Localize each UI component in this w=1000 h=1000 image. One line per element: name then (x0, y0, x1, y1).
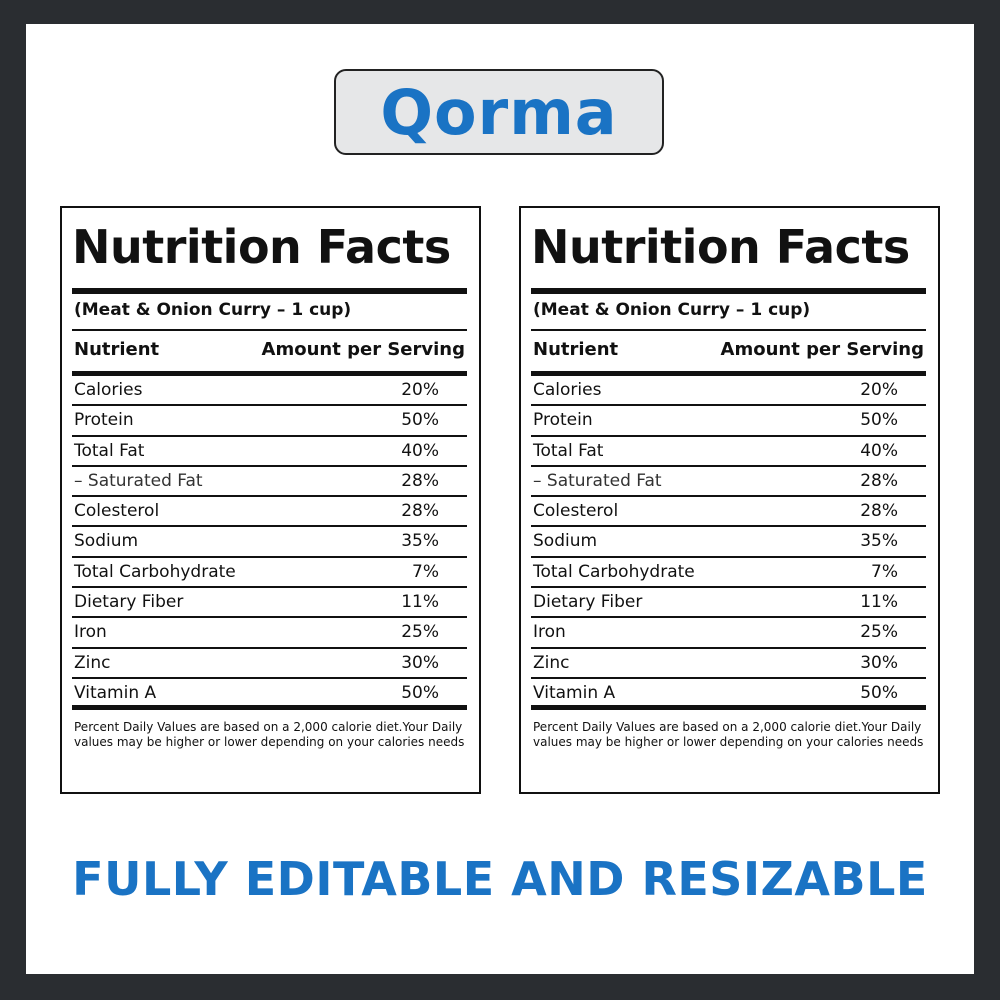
nutrient-row: Total Fat 40% (72, 437, 467, 467)
nutrient-name: Calories (533, 380, 602, 400)
nutrient-row: Colesterol 28% (531, 497, 926, 528)
nutrient-row: Vitamin A 50% (72, 679, 467, 707)
nutrient-name: – Saturated Fat (74, 470, 203, 491)
nutrient-name: Dietary Fiber (74, 592, 184, 613)
column-header-nutrient: Nutrient (74, 339, 160, 360)
nutrient-row: – Saturated Fat 28% (531, 467, 926, 498)
nutrient-value: 11% (860, 592, 898, 613)
nutrient-name: Colesterol (74, 501, 160, 522)
nutrient-name: Colesterol (533, 501, 619, 522)
nutrient-row: Sodium 35% (531, 527, 926, 558)
nutrient-row: Protein 50% (72, 406, 467, 437)
nutrient-value: 35% (860, 531, 898, 552)
footnote: Percent Daily Values are based on a 2,00… (533, 720, 924, 750)
nutrient-row: Zinc 30% (72, 649, 467, 679)
nutrient-row: – Saturated Fat 28% (72, 467, 467, 498)
nutrient-value: 25% (860, 622, 898, 643)
nutrient-value: 50% (860, 410, 898, 431)
nutrient-name: Sodium (74, 531, 139, 552)
nutrient-name: Total Carbohydrate (533, 561, 695, 582)
nutrient-value: 25% (401, 622, 439, 643)
nutrient-name: Vitamin A (533, 682, 616, 703)
nutrient-name: – Saturated Fat (533, 470, 662, 491)
nutrient-list: Calories 20% Protein 50% Total Fat 40% – Sa… (531, 376, 926, 707)
label-heading: Nutrition Facts (72, 220, 451, 274)
nutrient-name: Protein (74, 410, 134, 431)
divider (531, 371, 926, 376)
column-header-amount: Amount per Serving (720, 339, 924, 360)
nutrient-row: Zinc 30% (531, 649, 926, 679)
page-canvas: Qorma Nutrition Facts (Meat & Onion Curr… (26, 24, 974, 974)
nutrient-row: Total Carbohydrate 7% (72, 558, 467, 589)
nutrient-row: Iron 25% (531, 618, 926, 649)
nutrient-value: 30% (401, 652, 439, 673)
nutrient-value: 20% (401, 380, 439, 400)
nutrient-row: Total Fat 40% (531, 437, 926, 467)
nutrient-value: 50% (401, 682, 439, 703)
nutrient-value: 7% (412, 561, 439, 582)
nutrition-label-right: Nutrition Facts (Meat & Onion Curry – 1 … (519, 206, 940, 794)
nutrient-value: 50% (401, 410, 439, 431)
nutrient-name: Zinc (74, 652, 111, 673)
footnote: Percent Daily Values are based on a 2,00… (74, 720, 465, 750)
column-headers: Nutrient Amount per Serving (531, 331, 926, 371)
label-heading: Nutrition Facts (531, 220, 910, 274)
column-header-nutrient: Nutrient (533, 339, 619, 360)
nutrient-value: 40% (401, 440, 439, 461)
nutrient-value: 11% (401, 592, 439, 613)
nutrient-name: Iron (533, 622, 566, 643)
nutrient-value: 35% (401, 531, 439, 552)
nutrient-value: 30% (860, 652, 898, 673)
nutrient-name: Total Carbohydrate (74, 561, 236, 582)
nutrient-name: Total Fat (533, 440, 604, 461)
serving-description: (Meat & Onion Curry – 1 cup) (72, 294, 467, 331)
nutrient-row: Iron 25% (72, 618, 467, 649)
nutrient-value: 20% (860, 380, 898, 400)
column-headers: Nutrient Amount per Serving (72, 331, 467, 371)
nutrient-name: Total Fat (74, 440, 145, 461)
nutrient-row: Total Carbohydrate 7% (531, 558, 926, 589)
nutrient-value: 50% (860, 682, 898, 703)
page-title: Qorma (380, 75, 618, 149)
nutrient-name: Dietary Fiber (533, 592, 643, 613)
nutrient-row: Sodium 35% (72, 527, 467, 558)
title-box: Qorma (334, 69, 664, 155)
nutrient-name: Calories (74, 380, 143, 400)
divider (531, 705, 926, 711)
nutrient-row: Vitamin A 50% (531, 679, 926, 707)
divider (72, 705, 467, 711)
nutrient-value: 28% (401, 470, 439, 491)
nutrient-name: Vitamin A (74, 682, 157, 703)
nutrient-row: Dietary Fiber 11% (531, 588, 926, 619)
serving-description: (Meat & Onion Curry – 1 cup) (531, 294, 926, 331)
divider (72, 288, 467, 294)
divider (531, 288, 926, 294)
nutrient-row: Protein 50% (531, 406, 926, 437)
nutrient-value: 40% (860, 440, 898, 461)
divider (72, 371, 467, 376)
nutrient-list: Calories 20% Protein 50% Total Fat 40% – Sa… (72, 376, 467, 707)
nutrient-name: Zinc (533, 652, 570, 673)
nutrient-name: Protein (533, 410, 593, 431)
nutrient-value: 28% (860, 501, 898, 522)
nutrient-value: 28% (860, 470, 898, 491)
nutrient-row: Calories 20% (531, 376, 926, 407)
nutrient-row: Colesterol 28% (72, 497, 467, 528)
nutrient-row: Dietary Fiber 11% (72, 588, 467, 619)
nutrition-label-left: Nutrition Facts (Meat & Onion Curry – 1 … (60, 206, 481, 794)
nutrient-value: 7% (871, 561, 898, 582)
nutrient-name: Sodium (533, 531, 598, 552)
nutrient-name: Iron (74, 622, 107, 643)
column-header-amount: Amount per Serving (261, 339, 465, 360)
tagline: FULLY EDITABLE AND RESIZABLE (72, 852, 928, 906)
nutrient-row: Calories 20% (72, 376, 467, 407)
nutrient-value: 28% (401, 501, 439, 522)
